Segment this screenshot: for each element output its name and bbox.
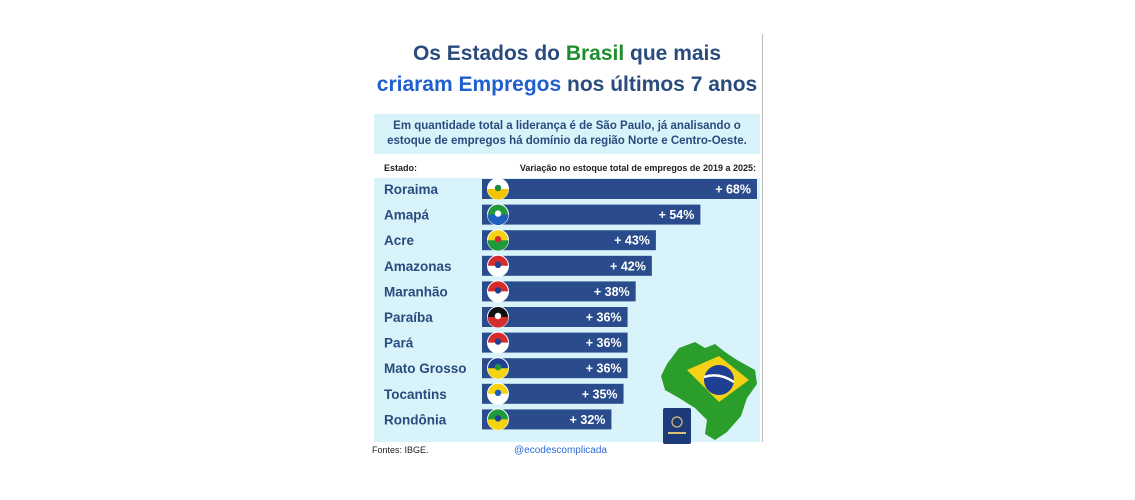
bar [482,230,656,251]
state-label: Pará [384,336,414,351]
title-part: Os Estados do [412,42,566,65]
bar [482,358,628,379]
amazonas-flag-icon [487,254,509,277]
bar-value-label: + 32% [570,413,606,427]
state-label: Tocantins [384,387,447,402]
subtitle-box: Em quantidade total a liderança é de São… [374,114,760,154]
state-label: Rondônia [384,412,447,427]
bar [482,204,701,225]
bar [482,383,624,404]
amapa-flag-icon [487,203,509,226]
state-label: Amapá [384,208,430,223]
bar [482,281,636,302]
title-highlight-brasil: Brasil [565,42,625,65]
state-column-header: Estado: [384,163,418,173]
state-label: Roraima [384,182,439,197]
paraiba-flag-icon [487,306,509,328]
map-band [703,374,735,384]
bar-chart: + 68% Roraima + 54% Amapá + 43% Acre + 42% Amaz… [384,178,757,431]
work-card-icon [663,408,691,444]
para-flag-icon [487,331,509,354]
bar-value-label: + 35% [582,387,618,401]
source-note: Fontes: IBGE. [372,445,429,455]
mato-grosso-flag-icon [487,357,509,380]
bar-value-label: + 54% [659,208,695,222]
rondonia-flag-icon [487,408,509,431]
bar-value-label: + 36% [586,362,622,376]
bar [482,179,757,199]
roraima-flag-icon [487,178,509,200]
bar-value-label: + 68% [715,183,751,197]
title-highlight-empregos: criaram Empregos [376,73,562,96]
bar [482,409,612,430]
variation-column-header: Variação no estoque total de empregos de… [519,163,756,173]
author-handle: @ecodescomplicada [514,445,607,456]
bar-value-label: + 42% [610,259,646,273]
tocantins-flag-icon [487,382,509,405]
maranhao-flag-icon [487,280,509,303]
page-title: Os Estados do Brasil que mais criaram Em… [372,38,762,100]
title-part: nos últimos 7 anos [561,73,758,96]
subtitle-text: Em quantidade total a liderança é de São… [387,120,747,147]
infographic-card: Os Estados do Brasil que mais criaram Em… [372,34,762,460]
work-card-line [668,432,686,434]
bar-value-label: + 36% [586,311,622,325]
map-globe [704,365,734,395]
bar-value-label: + 43% [614,234,650,248]
bar [482,307,628,327]
state-label: Paraíba [384,310,433,325]
state-label: Maranhão [384,284,448,299]
work-card-emblem [671,416,683,428]
bar [482,332,628,353]
state-label: Acre [384,233,415,248]
bar-value-label: + 38% [594,285,630,299]
divider-line [762,34,763,442]
state-label: Amazonas [384,259,452,274]
state-label: Mato Grosso [384,361,467,376]
brazil-map-icon [661,342,757,444]
bar [482,255,652,276]
bar-value-label: + 36% [586,336,622,350]
acre-flag-icon [487,229,509,252]
title-part: que mais [624,42,722,65]
